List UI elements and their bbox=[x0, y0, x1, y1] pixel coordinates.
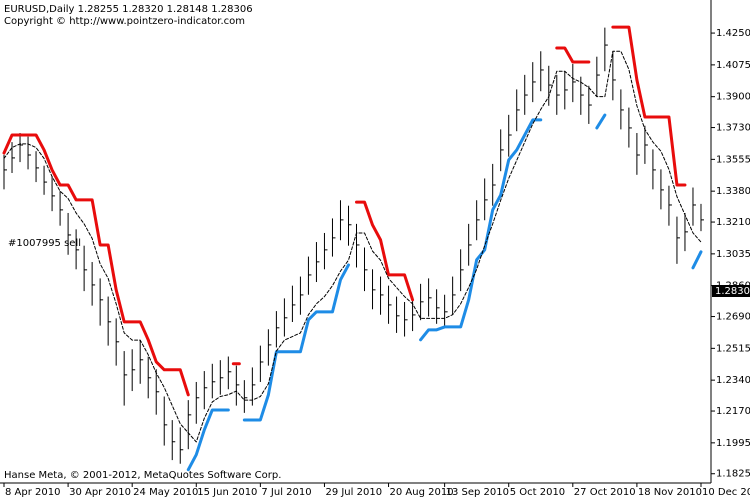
footer: Hanse Meta, © 2001-2012, MetaQuotes Soft… bbox=[4, 470, 281, 481]
y-tick-label: 1.23400 bbox=[716, 375, 750, 386]
y-tick-label: 1.26900 bbox=[716, 312, 750, 323]
x-tick-label: 24 May 2010 bbox=[133, 487, 198, 498]
indicator-band bbox=[555, 46, 591, 64]
y-tick-label: 1.39000 bbox=[716, 92, 750, 103]
y-tick-label: 1.40750 bbox=[716, 60, 750, 71]
x-tick-label: 5 Oct 2010 bbox=[510, 487, 565, 498]
x-tick-label: 29 Jul 2010 bbox=[325, 487, 382, 498]
y-tick-label: 1.32100 bbox=[716, 217, 750, 228]
indicator-band bbox=[419, 118, 543, 342]
chart-subtitle: Copyright © http://www.pointzero-indicat… bbox=[4, 16, 245, 27]
x-tick-label: 15 Jun 2010 bbox=[197, 487, 257, 498]
x-tick-label: 13 Sep 2010 bbox=[446, 487, 509, 498]
y-tick-label: 1.19950 bbox=[716, 438, 750, 449]
indicator-band bbox=[595, 113, 607, 130]
y-tick-label: 1.30350 bbox=[716, 249, 750, 260]
y-tick-label: 1.33800 bbox=[716, 186, 750, 197]
indicator-dashed-line bbox=[3, 50, 702, 443]
indicator-band bbox=[242, 263, 350, 422]
y-tick-label: 1.42500 bbox=[716, 28, 750, 39]
indicator-band bbox=[2, 133, 190, 397]
y-tick-label: 1.21700 bbox=[716, 406, 750, 417]
y-tick-label: 1.18250 bbox=[716, 469, 750, 480]
chart-title: EURUSD,Daily 1.28255 1.28320 1.28148 1.2… bbox=[4, 4, 253, 15]
x-tick-label: 18 Nov 2010 bbox=[638, 487, 702, 498]
indicator-band bbox=[691, 250, 703, 270]
plot-area bbox=[2, 25, 704, 472]
y-tick-label: 1.35550 bbox=[716, 154, 750, 165]
y-tick-label: 1.25150 bbox=[716, 343, 750, 354]
x-tick-label: 7 Jul 2010 bbox=[261, 487, 311, 498]
order-annotation: #1007995 sell bbox=[8, 238, 81, 249]
indicator-band bbox=[355, 200, 415, 302]
current-price-label: 1.28306 bbox=[715, 286, 750, 297]
current-price-box bbox=[712, 284, 750, 297]
x-tick-label: 30 Apr 2010 bbox=[69, 487, 131, 498]
y-tick-label: 1.37300 bbox=[716, 123, 750, 134]
x-tick-label: 27 Oct 2010 bbox=[574, 487, 636, 498]
x-tick-label: 20 Aug 2010 bbox=[390, 487, 454, 498]
x-tick-label: 10 Dec 20 bbox=[702, 487, 750, 498]
x-tick-label: 8 Apr 2010 bbox=[5, 487, 60, 498]
indicator-band bbox=[186, 408, 230, 472]
indicator-band bbox=[611, 25, 687, 187]
